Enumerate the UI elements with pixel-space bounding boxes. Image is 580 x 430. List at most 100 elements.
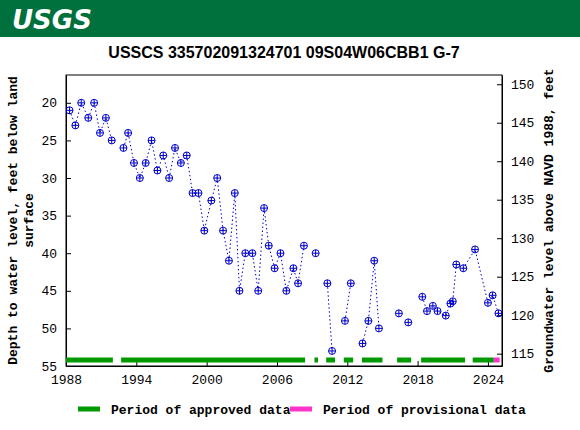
y-axis-title: Depth to water level, feet below landsur…	[6, 76, 37, 365]
plot-marks	[66, 99, 502, 360]
data-point	[172, 144, 179, 151]
period-bar	[421, 358, 465, 363]
legend-swatch	[78, 407, 100, 412]
y2-axis-tick: 145	[497, 116, 534, 131]
data-point	[324, 280, 331, 287]
data-point	[395, 310, 402, 317]
data-point	[365, 317, 372, 324]
data-point	[85, 114, 92, 121]
data-point	[300, 242, 307, 249]
period-bar	[344, 358, 353, 363]
data-point	[201, 227, 208, 234]
period-bar	[66, 358, 113, 363]
legend-item: Period of approved data	[78, 403, 291, 418]
data-point	[449, 298, 456, 305]
x-axis: 1988199420002006201220182024	[51, 361, 504, 388]
y-axis-tick-mark	[66, 178, 71, 179]
x-axis-tick-label: 1988	[51, 373, 82, 388]
data-point	[220, 227, 227, 234]
y2-axis-tick: 130	[497, 232, 534, 247]
data-point	[102, 114, 109, 121]
data-point	[341, 317, 348, 324]
y-axis-tick: 45	[41, 284, 71, 299]
data-point	[295, 280, 302, 287]
x-axis-tick-label: 2000	[192, 373, 223, 388]
data-point	[255, 287, 262, 294]
x-axis-tick-label: 2006	[262, 373, 293, 388]
data-point	[72, 122, 79, 129]
banner-logo: USGS	[12, 5, 92, 35]
y2-axis-tick-label: 130	[511, 232, 534, 247]
data-point	[283, 287, 290, 294]
data-point	[231, 190, 238, 197]
y2-axis-tick-mark	[497, 123, 502, 124]
data-point	[160, 152, 167, 159]
period-bar	[473, 358, 494, 363]
y2-axis-tick: 115	[497, 347, 534, 362]
y-axis-tick-mark	[66, 291, 71, 292]
data-point	[405, 319, 412, 326]
data-point	[136, 175, 143, 182]
y2-axis-tick: 120	[497, 309, 534, 324]
data-point	[177, 159, 184, 166]
legend-swatch	[290, 407, 312, 412]
data-point	[495, 310, 502, 317]
data-point	[142, 159, 149, 166]
y-axis-title-line: surface	[22, 193, 37, 248]
data-point	[375, 325, 382, 332]
period-bar	[314, 358, 318, 363]
data-point	[489, 292, 496, 299]
data-point	[166, 175, 173, 182]
y2-axis-tick-label: 145	[511, 116, 534, 131]
x-axis-tick: 2018	[403, 361, 434, 388]
banner	[0, 0, 580, 37]
y-axis-tick: 40	[41, 247, 71, 262]
y2-axis-tick-mark	[497, 84, 502, 85]
data-point	[108, 137, 115, 144]
legend-label: Period of provisional data	[323, 403, 526, 418]
period-bar	[326, 358, 335, 363]
data-point	[442, 312, 449, 319]
y2-axis-title: Groundwater level above NAVD 1988, feet	[542, 68, 557, 372]
x-axis-tick: 2000	[192, 361, 223, 388]
data-point	[125, 129, 132, 136]
y-axis-tick: 50	[41, 322, 71, 337]
y-axis: 2025303540455055	[41, 76, 71, 375]
data-point	[261, 205, 268, 212]
y-axis-tick-label: 45	[41, 284, 57, 299]
x-axis-tick-label: 2012	[332, 373, 363, 388]
data-point	[434, 308, 441, 315]
y2-axis: 115120125130135140145150	[497, 76, 534, 367]
period-bar	[397, 358, 411, 363]
data-point	[271, 265, 278, 272]
data-point	[249, 250, 256, 257]
data-point	[472, 246, 479, 253]
data-point	[66, 107, 73, 114]
data-point	[347, 280, 354, 287]
data-point	[214, 175, 221, 182]
legend-label: Period of approved data	[111, 403, 291, 418]
y2-axis-tick-mark	[497, 277, 502, 278]
x-axis-tick: 2012	[332, 361, 363, 388]
y-axis-tick: 25	[41, 134, 71, 149]
y-axis-title-line: Depth to water level, feet below land	[6, 76, 21, 365]
y2-axis-tick-mark	[497, 200, 502, 201]
y-axis-tick-label: 30	[41, 172, 57, 187]
y2-axis-tick: 125	[497, 270, 534, 285]
data-point	[91, 99, 98, 106]
y-axis-tick-label: 25	[41, 134, 57, 149]
data-point	[460, 265, 467, 272]
x-axis-tick-label: 1994	[121, 373, 152, 388]
legend-item: Period of provisional data	[290, 403, 526, 418]
y-axis-tick-mark	[66, 328, 71, 329]
data-point	[195, 190, 202, 197]
title: USSCS 335702091324701 09S04W06CBB1 G-7	[108, 44, 459, 61]
y2-axis-tick-label: 125	[511, 270, 534, 285]
data-point	[371, 257, 378, 264]
y-axis-tick-label: 20	[41, 96, 57, 111]
data-point	[242, 250, 249, 257]
data-point	[277, 250, 284, 257]
y2-axis-tick-label: 135	[511, 193, 534, 208]
plot-frame	[66, 75, 502, 366]
y-axis-tick-mark	[66, 103, 71, 104]
